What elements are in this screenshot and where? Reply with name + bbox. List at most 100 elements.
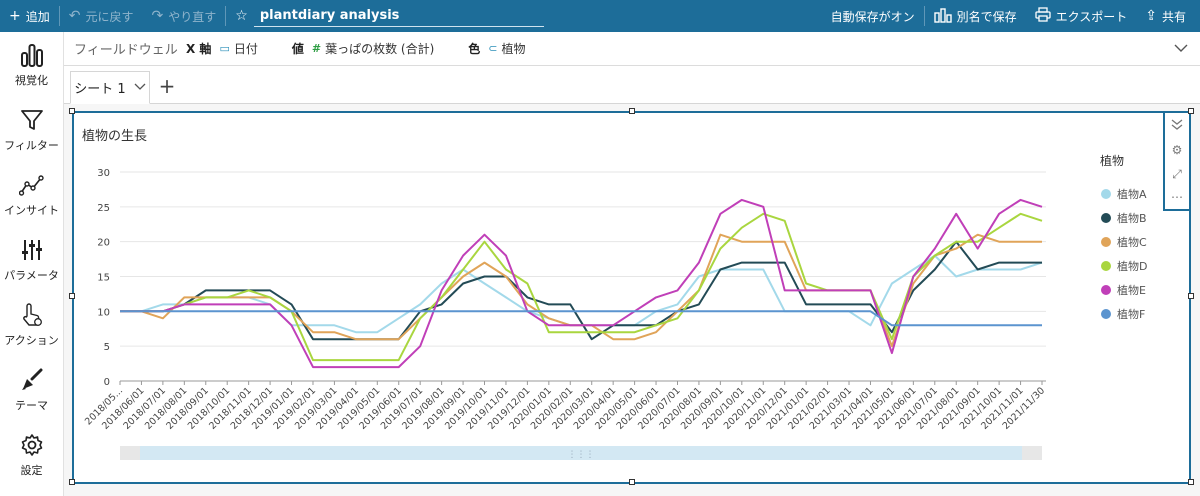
star-icon: ☆ [235,8,248,24]
series-line [120,310,1042,327]
resize-handle[interactable] [1188,108,1194,114]
sidebar-label: 視覚化 [15,73,48,87]
line-chart: 0510152025302018/05...2018/06/012018/07/… [83,153,1147,460]
y-tick-label: 5 [104,342,110,353]
x-axis-field: 日付 [233,42,258,56]
double-chevron-icon[interactable] [1170,119,1184,133]
add-button[interactable]: + 追加 [0,0,59,32]
legend-swatch [1101,309,1111,319]
line-chart-visual[interactable]: 植物の生長 0 5 10 15 20 25 30 2018/05... 2018/06/01 20… [72,111,1191,484]
parameter-icon [20,237,44,263]
x-axis-well[interactable]: X 軸 ▭ 日付 [186,40,258,57]
value-well[interactable]: 値 # 葉っぱの枚数 (合計) [292,40,434,57]
export-button[interactable]: エクスポート [1026,0,1137,32]
sidebar-item-filter[interactable]: フィルター [0,97,63,162]
y-tick-label: 15 [97,273,110,284]
undo-label: 元に戻す [85,9,134,24]
scrollbar-thumb[interactable] [140,446,1024,460]
toolbar-divider [225,6,227,26]
resize-handle[interactable] [1188,479,1194,485]
sidebar-label: パラメータ [4,268,59,282]
toolbar-right: 自動保存がオン 別名で保存 エクスポート ⇪ 共有 [822,0,1200,32]
y-tick-label: 30 [97,168,110,179]
y-tick-label: 20 [97,238,110,249]
filter-icon [20,107,44,133]
bar-chart-icon [20,42,44,68]
series-line [120,240,1042,341]
hash-icon: # [311,42,322,55]
theme-brush-icon [20,367,44,393]
value-field: 葉っぱの枚数 (合計) [325,42,435,56]
gear-icon[interactable]: ⚙ [1171,143,1183,158]
insight-icon [18,172,45,198]
legend-label: 植物A [1117,187,1147,201]
sidebar-item-visualize[interactable]: 視覚化 [0,32,63,97]
legend-swatch [1101,213,1111,223]
legend-label: 植物C [1117,235,1147,249]
sidebar-item-theme[interactable]: テーマ [0,357,63,422]
save-as-button[interactable]: 別名で保存 [925,0,1026,32]
add-sheet-button[interactable]: + [158,74,176,98]
legend-swatch [1101,285,1111,295]
tab-sheet-1[interactable]: シート 1 [70,71,150,104]
toolbar-divider [923,6,925,26]
sidebar-label: テーマ [15,398,48,412]
add-label: 追加 [25,9,50,24]
settings-gear-icon [20,432,44,458]
left-sidebar: 視覚化 フィルター インサイト パラメータ アクション テーマ 設定 [0,32,64,496]
resize-handle[interactable] [69,479,75,485]
favorite-button[interactable]: ☆ [226,0,252,32]
scrollbar-grip-icon: ⋮⋮⋮ [568,450,595,460]
legend-title: 植物 [1100,153,1124,168]
tab-label: シート 1 [74,82,126,97]
sidebar-label: インサイト [4,203,59,217]
visual-title[interactable]: 植物の生長 [82,129,148,144]
resize-handle[interactable] [629,479,635,485]
sheet-tabs: シート 1 + [64,66,1200,104]
toolbar-divider [58,6,60,26]
redo-button[interactable]: ↷ やり直す [143,0,226,32]
color-field: 植物 [501,42,526,56]
dimension-tag-icon: ⊂ [488,42,498,55]
calendar-icon: ▭ [219,42,230,55]
scrollbar-right-handle [1022,446,1042,460]
more-options-icon[interactable]: ⋯ [1171,190,1183,205]
redo-icon: ↷ [151,8,164,24]
resize-handle[interactable] [69,293,75,299]
field-wells: フィールドウェル X 軸 ▭ 日付 値 # 葉っぱの枚数 (合計) 色 ⊂ 植物 [64,32,1200,66]
color-key: 色 [468,42,481,56]
series-line [120,212,1043,362]
legend-label: 植物E [1117,283,1146,297]
legend-swatch [1101,261,1111,271]
collapse-chevron-icon[interactable] [1174,42,1188,56]
undo-button[interactable]: ↶ 元に戻す [60,0,143,32]
value-key: 値 [291,42,304,56]
sidebar-item-insights[interactable]: インサイト [0,162,63,227]
color-well[interactable]: 色 ⊂ 植物 [468,40,525,57]
sidebar-item-settings[interactable]: 設定 [0,422,63,487]
y-tick-label: 25 [97,203,110,214]
field-wells-title[interactable]: フィールドウェル [74,43,178,58]
analysis-title-input[interactable] [253,5,544,27]
legend-swatch [1101,189,1111,199]
visual-menu: ⚙ ⤢ ⋯ [1163,111,1191,211]
undo-icon: ↶ [68,8,81,24]
expand-icon[interactable]: ⤢ [1172,166,1182,181]
legend-swatch [1101,237,1111,247]
sidebar-label: フィルター [4,138,59,152]
plus-icon: + [9,8,21,24]
resize-handle[interactable] [69,108,75,114]
sidebar-item-parameters[interactable]: パラメータ [0,227,63,292]
resize-handle[interactable] [1188,293,1194,299]
y-tick-label: 0 [104,377,110,388]
printer-icon [1034,7,1051,25]
bar-chart-icon [933,7,952,26]
x-axis-key: X 軸 [186,42,212,56]
sidebar-label: アクション [4,333,59,347]
share-button[interactable]: ⇪ 共有 [1136,0,1200,32]
sidebar-item-actions[interactable]: アクション [0,292,63,357]
y-tick-label: 10 [97,307,110,318]
chevron-down-icon[interactable] [134,80,146,95]
resize-handle[interactable] [629,108,635,114]
autosave-toggle[interactable]: 自動保存がオン [822,0,924,32]
